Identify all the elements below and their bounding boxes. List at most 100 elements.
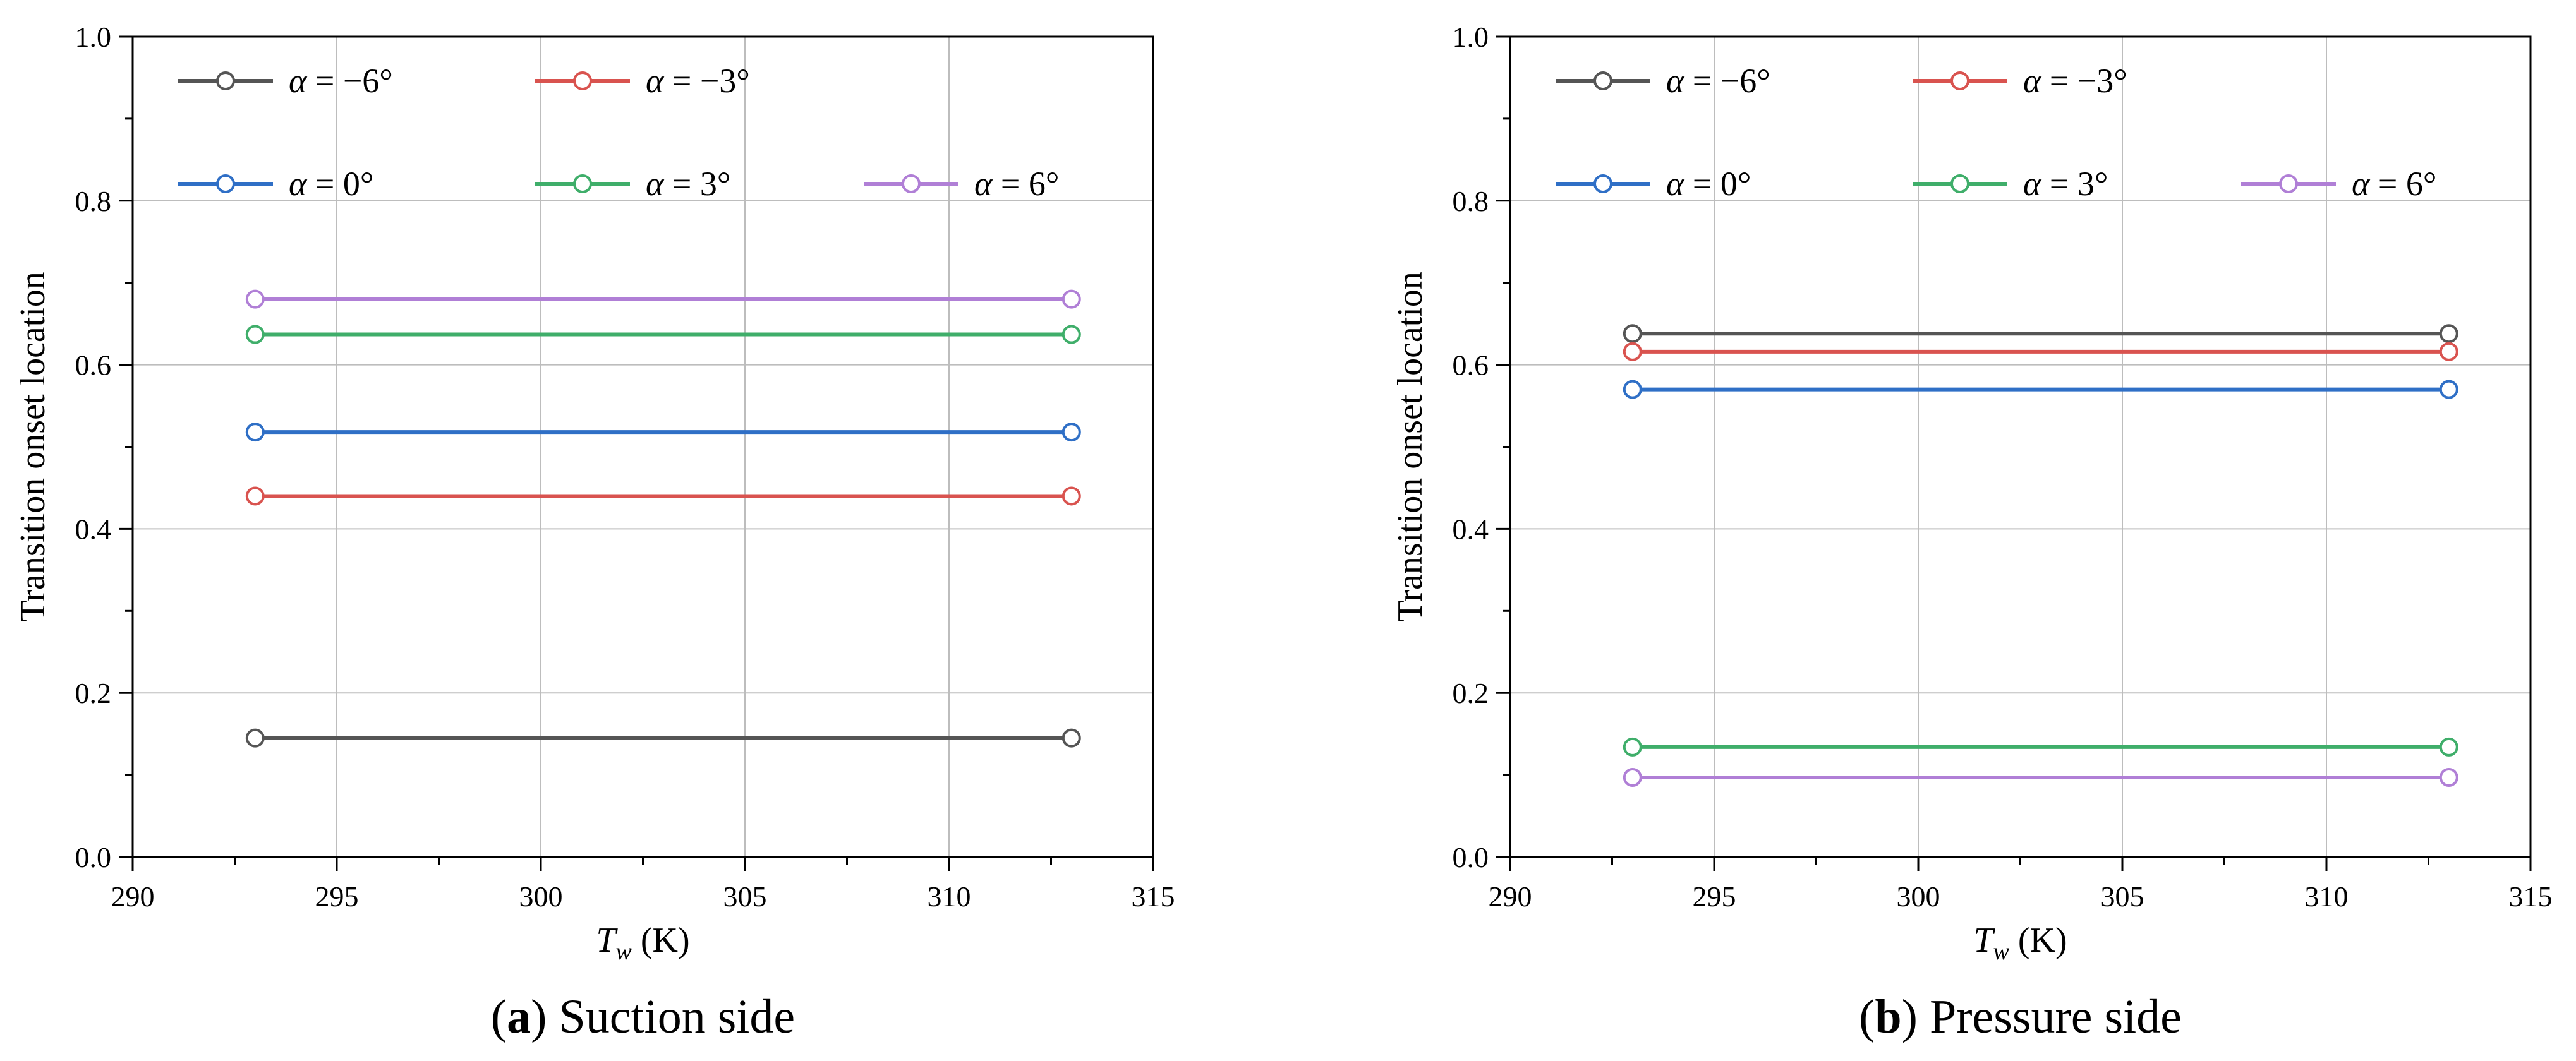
series-marker bbox=[245, 728, 265, 748]
series-marker bbox=[1061, 289, 1081, 309]
legend-greek: α bbox=[646, 165, 665, 203]
panel-caption: (a) Suction side bbox=[491, 990, 795, 1043]
series-marker bbox=[245, 289, 265, 309]
y-tick-label: 1.0 bbox=[1453, 21, 1489, 53]
series-marker bbox=[2439, 767, 2458, 787]
legend-marker bbox=[2279, 174, 2298, 193]
x-tick-label: 310 bbox=[928, 880, 971, 913]
x-tick-label: 300 bbox=[1897, 880, 1940, 913]
x-tick-label: 305 bbox=[723, 880, 767, 913]
caption-label: a bbox=[507, 990, 531, 1043]
legend-entry-label: α = −3° bbox=[2023, 62, 2127, 100]
x-tick-label: 295 bbox=[315, 880, 359, 913]
legend-marker bbox=[216, 174, 235, 193]
series-marker bbox=[1623, 342, 1642, 361]
x-tick-label: 310 bbox=[2305, 880, 2349, 913]
legend-rest: = −3° bbox=[2041, 62, 2127, 100]
y-tick-label: 0.0 bbox=[75, 841, 112, 873]
y-tick-label: 0.6 bbox=[1453, 349, 1489, 381]
legend-entry-label: α = 0° bbox=[289, 165, 373, 203]
legend-rest: = −3° bbox=[663, 62, 750, 100]
chart-panel-a: 290 295 300 305 310 315 0.0 0.2 0.4 0.6 0.8 1.0 Tran… bbox=[13, 21, 1175, 1043]
series-marker bbox=[245, 325, 265, 344]
series-marker bbox=[245, 486, 265, 506]
legend-greek: α bbox=[1666, 62, 1685, 100]
plot-frame bbox=[1509, 35, 2532, 858]
x-tick-label: 290 bbox=[1489, 880, 1532, 913]
series-marker bbox=[2439, 737, 2458, 757]
legend-marker bbox=[573, 71, 592, 90]
series-marker bbox=[2439, 324, 2458, 344]
legend-entry-label: α = 3° bbox=[2023, 165, 2108, 203]
series-marker bbox=[2439, 380, 2458, 399]
caption-close-paren: ) bbox=[531, 990, 547, 1043]
legend-rest: = 3° bbox=[2041, 165, 2108, 203]
legend-rest: = 3° bbox=[663, 165, 730, 203]
legend-greek: α bbox=[2023, 62, 2042, 100]
x-axis-symbol: T bbox=[596, 921, 618, 960]
y-axis-label: Transition onset location bbox=[13, 272, 52, 622]
x-axis-unit: (K) bbox=[632, 921, 690, 960]
y-tick-label: 0.4 bbox=[75, 513, 112, 545]
x-tick-label: 295 bbox=[1693, 880, 1736, 913]
x-axis-label: Tw (K) bbox=[596, 921, 689, 965]
legend-marker bbox=[1593, 71, 1612, 90]
legend-rest: = −6° bbox=[1684, 62, 1770, 100]
x-tick-label: 315 bbox=[1132, 880, 1175, 913]
caption-open-paren: ( bbox=[491, 990, 507, 1043]
legend-entry-label: α = −3° bbox=[646, 62, 750, 100]
legend-greek: α bbox=[289, 165, 308, 203]
y-tick-label: 1.0 bbox=[75, 21, 112, 53]
legend-greek: α bbox=[2023, 165, 2042, 203]
y-tick-label: 0.2 bbox=[1453, 677, 1489, 709]
legend-marker bbox=[1950, 71, 1969, 90]
legend-entry-label: α = 3° bbox=[646, 165, 730, 203]
legend-marker bbox=[1950, 174, 1969, 193]
y-tick-label: 0.6 bbox=[75, 349, 112, 381]
legend-marker bbox=[1593, 174, 1612, 193]
series-marker bbox=[1623, 324, 1642, 344]
legend-rest: = 0° bbox=[1684, 165, 1751, 203]
x-axis-unit: (K) bbox=[2009, 921, 2067, 960]
x-axis-subscript: w bbox=[1993, 938, 2010, 965]
legend-rest: = 6° bbox=[2369, 165, 2436, 203]
legend-greek: α bbox=[974, 165, 993, 203]
legend-entry-label: α = 6° bbox=[2352, 165, 2436, 203]
legend-greek: α bbox=[2352, 165, 2371, 203]
plot-frame bbox=[131, 35, 1154, 858]
chart-panel-b: 290 295 300 305 310 315 0.0 0.2 0.4 0.6 0.8 1.0 Tran… bbox=[1391, 21, 2553, 1043]
x-tick-label: 315 bbox=[2509, 880, 2553, 913]
x-axis-subscript: w bbox=[616, 938, 632, 965]
series-marker bbox=[245, 423, 265, 442]
legend-greek: α bbox=[646, 62, 665, 100]
caption-text: Suction side bbox=[547, 990, 795, 1043]
legend-marker bbox=[573, 174, 592, 193]
caption-text: Pressure side bbox=[1918, 990, 2182, 1043]
legend-entry-label: α = −6° bbox=[1666, 62, 1770, 100]
x-axis-symbol: T bbox=[1973, 921, 1995, 960]
x-tick-label: 300 bbox=[519, 880, 563, 913]
series-marker bbox=[1061, 423, 1081, 442]
legend-entry-label: α = 6° bbox=[974, 165, 1059, 203]
caption-close-paren: ) bbox=[1902, 990, 1918, 1043]
y-tick-label: 0.2 bbox=[75, 677, 112, 709]
legend-marker bbox=[902, 174, 921, 193]
legend-rest: = 6° bbox=[992, 165, 1059, 203]
legend-marker bbox=[216, 71, 235, 90]
y-tick-label: 0.4 bbox=[1453, 513, 1489, 545]
series-marker bbox=[1061, 728, 1081, 748]
y-tick-label: 0.8 bbox=[75, 185, 112, 217]
x-tick-label: 305 bbox=[2101, 880, 2144, 913]
y-axis-label: Transition onset location bbox=[1391, 272, 1430, 622]
legend-greek: α bbox=[289, 62, 308, 100]
panel-caption: (b) Pressure side bbox=[1859, 990, 2182, 1043]
caption-label: b bbox=[1875, 990, 1901, 1043]
legend-rest: = −6° bbox=[306, 62, 393, 100]
series-marker bbox=[1061, 486, 1081, 506]
series-marker bbox=[1623, 737, 1642, 757]
legend-entry-label: α = 0° bbox=[1666, 165, 1751, 203]
x-tick-label: 290 bbox=[111, 880, 155, 913]
legend-rest: = 0° bbox=[306, 165, 373, 203]
y-tick-label: 0.0 bbox=[1453, 841, 1489, 873]
